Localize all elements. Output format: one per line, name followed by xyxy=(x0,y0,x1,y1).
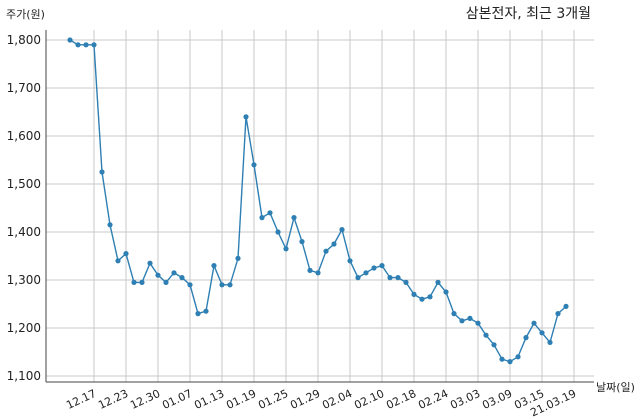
data-point xyxy=(515,354,521,360)
data-point xyxy=(459,318,465,324)
data-point xyxy=(363,270,369,276)
data-point xyxy=(131,279,137,285)
data-point xyxy=(195,311,201,317)
data-point xyxy=(171,270,177,276)
y-tick-label: 1,300 xyxy=(7,273,41,287)
y-tick-label: 1,200 xyxy=(7,321,41,335)
data-point xyxy=(395,275,401,281)
data-point xyxy=(211,263,217,269)
y-tick-label: 1,100 xyxy=(7,369,41,383)
data-point xyxy=(155,272,161,278)
data-point xyxy=(347,258,353,264)
x-tick-label: 03.09 xyxy=(480,387,514,412)
data-point xyxy=(107,222,113,228)
x-tick-label: 02.24 xyxy=(416,387,450,412)
y-tick-label: 1,500 xyxy=(7,177,41,191)
x-tick-labels: 12.1712.2312.3001.0701.1301.1901.2501.29… xyxy=(64,387,578,419)
x-tick-label: 01.07 xyxy=(160,387,194,412)
data-point xyxy=(403,279,409,285)
data-point xyxy=(499,356,505,362)
data-point xyxy=(187,282,193,288)
data-point xyxy=(267,210,273,216)
x-tick-label: 02.10 xyxy=(352,387,386,412)
data-point xyxy=(435,279,441,285)
x-tick-label: 02.04 xyxy=(320,387,354,412)
data-point xyxy=(83,42,89,48)
data-point xyxy=(67,37,73,43)
data-point xyxy=(283,246,289,252)
grid xyxy=(46,30,594,382)
data-point xyxy=(411,291,417,297)
axes xyxy=(45,30,594,383)
data-point xyxy=(547,339,553,345)
series-group xyxy=(67,37,569,365)
data-point xyxy=(163,279,169,285)
x-tick-label: 01.25 xyxy=(256,387,290,412)
data-point xyxy=(251,162,257,168)
data-point xyxy=(371,265,377,271)
x-tick-label: 02.18 xyxy=(384,387,418,412)
data-point xyxy=(555,311,561,317)
x-tick-label: 01.19 xyxy=(224,387,258,412)
data-point xyxy=(531,320,537,326)
x-tick-label: 12.30 xyxy=(128,387,162,412)
x-tick-label: 03.03 xyxy=(448,387,482,412)
data-point xyxy=(259,215,265,221)
data-point xyxy=(451,311,457,317)
data-point xyxy=(507,359,513,365)
data-point xyxy=(91,42,97,48)
data-point xyxy=(291,215,297,221)
chart-title: 삼본전자, 최근 3개월 xyxy=(466,6,591,22)
data-point xyxy=(427,294,433,300)
data-point xyxy=(99,169,105,175)
data-point xyxy=(75,42,81,48)
data-point xyxy=(331,241,337,247)
data-point xyxy=(307,267,313,273)
x-tick-label: 01.29 xyxy=(288,387,322,412)
data-point xyxy=(387,275,393,281)
x-axis-title: 날짜(일) xyxy=(596,380,635,394)
data-point xyxy=(539,330,545,336)
data-point xyxy=(299,239,305,245)
data-point xyxy=(139,279,145,285)
data-point xyxy=(523,335,529,341)
data-point xyxy=(355,275,361,281)
data-point xyxy=(219,282,225,288)
data-point xyxy=(243,114,249,120)
data-point xyxy=(115,258,121,264)
data-point xyxy=(315,270,321,276)
data-point xyxy=(203,308,209,314)
y-tick-label: 1,600 xyxy=(7,129,41,143)
data-point xyxy=(483,332,489,338)
x-tick-label: 12.17 xyxy=(64,387,98,412)
data-point xyxy=(379,263,385,269)
x-tick-label: 12.23 xyxy=(96,387,130,412)
x-tick-label: 01.13 xyxy=(192,387,226,412)
data-point xyxy=(123,251,129,257)
data-point xyxy=(227,282,233,288)
data-point xyxy=(467,315,473,321)
data-point xyxy=(563,303,569,309)
y-axis-title: 주가(원) xyxy=(6,8,45,21)
data-point xyxy=(419,296,425,302)
data-point xyxy=(179,275,185,281)
y-tick-label: 1,700 xyxy=(7,81,41,95)
data-point xyxy=(475,320,481,326)
data-point xyxy=(147,260,153,266)
data-point xyxy=(323,248,329,254)
y-tick-label: 1,800 xyxy=(7,33,41,47)
data-point xyxy=(339,227,345,233)
y-tick-labels: 1,100 1,200 1,300 1,400 1,500 1,600 1,700 1,800 xyxy=(7,33,41,383)
data-point xyxy=(275,229,281,235)
data-point xyxy=(443,289,449,295)
data-point xyxy=(491,342,497,348)
y-tick-label: 1,400 xyxy=(7,225,41,239)
data-point xyxy=(235,255,241,261)
